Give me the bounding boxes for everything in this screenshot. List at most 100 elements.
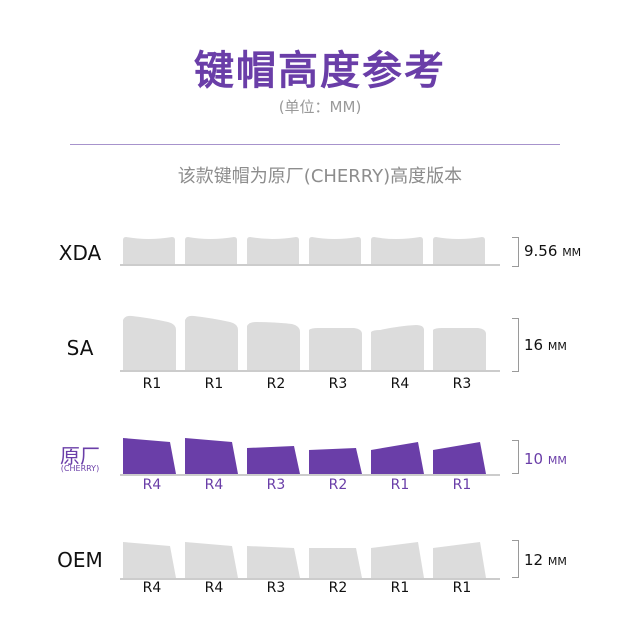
height-number: 12 xyxy=(524,551,544,569)
height-unit: MM xyxy=(562,246,582,259)
profile-sa: SA 16 MM R1 R1 R2 R3 R4 R3 xyxy=(0,0,640,392)
keycap-shape xyxy=(309,448,362,474)
keycap-6 xyxy=(433,442,486,474)
profile-xda: XDA 9.56 MM xyxy=(0,0,640,267)
height-number: 16 xyxy=(524,336,544,354)
height-number: 10 xyxy=(524,450,544,468)
row-label: R4 xyxy=(142,580,162,596)
keycap-3 xyxy=(247,546,300,578)
keycap-shape xyxy=(371,325,424,370)
keycap-5 xyxy=(371,542,424,578)
keycap-shape xyxy=(309,328,362,370)
keycap-6 xyxy=(433,237,485,264)
keycap-shape xyxy=(309,548,362,578)
keycap-shape xyxy=(185,237,237,264)
height-bracket xyxy=(512,540,519,578)
height-unit: MM xyxy=(547,454,567,467)
row-label: R3 xyxy=(266,580,286,596)
keycap-shape xyxy=(371,442,424,474)
keycap-2 xyxy=(185,438,238,474)
keycap-shape xyxy=(247,546,300,578)
row-label: R1 xyxy=(452,477,472,493)
page-title: 键帽高度参考 xyxy=(194,48,446,94)
version-note: 该款键帽为原厂(CHERRY)高度版本 xyxy=(177,166,463,187)
height-bracket xyxy=(512,440,519,474)
keycap-6 xyxy=(433,542,486,578)
height-bracket xyxy=(512,318,519,372)
keycap-shape xyxy=(123,315,176,370)
profile-name: OEM xyxy=(57,548,103,572)
row-label: R3 xyxy=(328,376,348,392)
keycap-shape xyxy=(123,237,175,264)
keycap-3 xyxy=(247,446,300,474)
row-label: R2 xyxy=(328,580,348,596)
keycap-shape xyxy=(433,328,486,370)
height-value: 10 MM xyxy=(524,450,567,468)
keycap-shape xyxy=(371,237,423,264)
row-label: R1 xyxy=(452,580,472,596)
keycap-row-illustration xyxy=(120,237,500,266)
row-label: R1 xyxy=(390,477,410,493)
keycap-shape xyxy=(185,315,238,370)
row-label: R1 xyxy=(390,580,410,596)
keycap-row-illustration xyxy=(120,542,500,580)
keycap-2 xyxy=(185,315,238,370)
profile-subname: (CHERRY) xyxy=(60,464,100,473)
keycap-5 xyxy=(371,442,424,474)
keycap-shape xyxy=(309,237,361,264)
keycap-2 xyxy=(185,542,238,578)
keycap-shape xyxy=(247,446,300,474)
row-label: R4 xyxy=(204,477,224,493)
profile-name: SA xyxy=(66,336,94,360)
keycap-4 xyxy=(309,448,362,474)
keycap-6 xyxy=(433,328,486,370)
height-value: 12 MM xyxy=(524,551,567,569)
keycap-shape xyxy=(371,542,424,578)
keycap-2 xyxy=(185,237,237,264)
row-label: R3 xyxy=(452,376,472,392)
keycap-shape xyxy=(247,322,300,370)
profile-name: 原厂 xyxy=(60,444,100,468)
keycap-4 xyxy=(309,548,362,578)
height-bracket xyxy=(512,237,519,267)
keycap-4 xyxy=(309,328,362,370)
height-unit: MM xyxy=(547,555,567,568)
keycap-5 xyxy=(371,325,424,370)
height-value: 16 MM xyxy=(524,336,567,354)
row-label: R1 xyxy=(142,376,162,392)
height-value: 9.56 MM xyxy=(524,242,581,260)
keycap-shape xyxy=(433,237,485,264)
divider xyxy=(70,144,560,145)
profile-cherry: 原厂 (CHERRY) 10 MM R4 R4 R3 R2 R1 R1 xyxy=(0,0,640,493)
keycap-row-illustration xyxy=(120,438,500,476)
keycap-3 xyxy=(247,237,299,264)
unit-note: (单位：MM) xyxy=(278,98,362,116)
keycap-1 xyxy=(123,237,175,264)
row-label: R1 xyxy=(204,376,224,392)
keycap-shape xyxy=(433,542,486,578)
row-label: R4 xyxy=(390,376,410,392)
keycap-shape xyxy=(247,237,299,264)
row-label: R2 xyxy=(328,477,348,493)
profile-oem: OEM 12 MM R4 R4 R3 R2 R1 R1 xyxy=(0,0,640,596)
keycap-4 xyxy=(309,237,361,264)
keycap-shape xyxy=(123,542,176,578)
height-unit: MM xyxy=(547,340,567,353)
row-label: R2 xyxy=(266,376,286,392)
keycap-row-illustration xyxy=(120,315,500,372)
keycap-shape xyxy=(123,438,176,474)
height-number: 9.56 xyxy=(524,242,558,260)
keycap-shape xyxy=(433,442,486,474)
keycap-1 xyxy=(123,542,176,578)
keycap-shape xyxy=(185,542,238,578)
keycap-1 xyxy=(123,438,176,474)
row-label: R3 xyxy=(266,477,286,493)
keycap-shape xyxy=(185,438,238,474)
profile-name: XDA xyxy=(58,241,102,265)
keycap-5 xyxy=(371,237,423,264)
keycap-3 xyxy=(247,322,300,370)
row-label: R4 xyxy=(142,477,162,493)
row-label: R4 xyxy=(204,580,224,596)
keycap-1 xyxy=(123,315,176,370)
